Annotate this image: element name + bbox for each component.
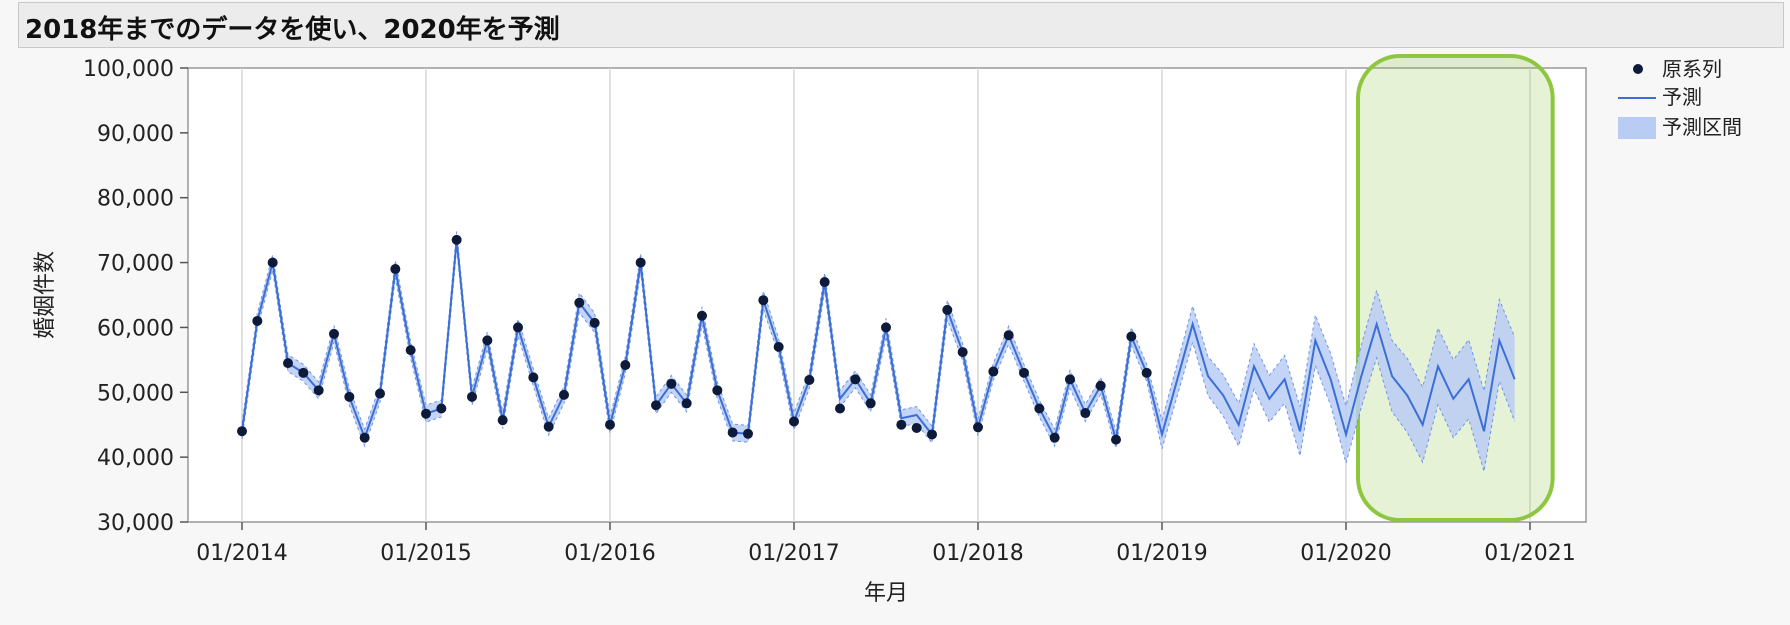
original-data-point bbox=[988, 366, 999, 377]
original-data-point bbox=[252, 315, 263, 326]
title-bar: 2018年までのデータを使い、2020年を予測 bbox=[18, 2, 1784, 48]
original-data-point bbox=[896, 419, 907, 430]
original-data-point bbox=[1095, 380, 1106, 391]
original-data-point bbox=[743, 428, 753, 439]
x-tick-label: 01/2018 bbox=[932, 541, 1023, 566]
original-data-point bbox=[635, 257, 646, 268]
original-data-point bbox=[298, 367, 309, 378]
y-tick-label: 80,000 bbox=[97, 187, 174, 212]
x-tick-label: 01/2021 bbox=[1484, 541, 1575, 566]
original-data-point bbox=[973, 422, 983, 433]
original-data-point bbox=[804, 374, 815, 385]
original-data-point bbox=[697, 310, 707, 321]
legend-original-label: 原系列 bbox=[1662, 57, 1722, 81]
original-data-point bbox=[681, 398, 692, 409]
original-data-point bbox=[528, 372, 539, 383]
x-tick-label: 01/2015 bbox=[380, 541, 471, 566]
original-data-point bbox=[727, 427, 738, 438]
chart-title: 2018年までのデータを使い、2020年を予測 bbox=[25, 15, 560, 45]
legend-points-icon bbox=[1633, 64, 1643, 74]
y-tick-label: 100,000 bbox=[83, 57, 174, 82]
original-data-point bbox=[651, 400, 661, 411]
original-data-point bbox=[344, 391, 355, 402]
legend-band-label: 予測区間 bbox=[1662, 115, 1742, 139]
x-tick-label: 01/2020 bbox=[1300, 541, 1391, 566]
y-tick-label: 70,000 bbox=[97, 252, 174, 277]
original-data-point bbox=[405, 345, 416, 356]
original-data-point bbox=[589, 317, 600, 328]
original-data-point bbox=[359, 432, 370, 443]
original-data-point bbox=[881, 322, 891, 333]
legend: 原系列 予測 予測区間 bbox=[1618, 57, 1742, 139]
original-data-point bbox=[942, 304, 953, 315]
original-data-point bbox=[835, 403, 845, 414]
original-data-point bbox=[773, 341, 784, 352]
original-data-point bbox=[497, 415, 508, 426]
original-data-point bbox=[1111, 434, 1121, 445]
original-data-point bbox=[605, 419, 615, 430]
legend-forecast-label: 予測 bbox=[1662, 85, 1702, 109]
original-data-point bbox=[390, 264, 401, 275]
original-series-points bbox=[237, 234, 1152, 445]
original-data-point bbox=[1141, 367, 1152, 378]
original-data-point bbox=[1034, 403, 1045, 414]
original-data-point bbox=[620, 360, 631, 371]
original-data-point bbox=[267, 257, 278, 268]
original-data-point bbox=[1080, 408, 1091, 419]
x-axis-label: 年月 bbox=[864, 581, 908, 606]
forecast-highlight-box bbox=[1356, 54, 1555, 522]
original-data-point bbox=[1049, 432, 1060, 443]
y-tick-label: 60,000 bbox=[97, 316, 174, 341]
original-data-point bbox=[283, 358, 293, 369]
original-data-point bbox=[865, 398, 876, 409]
original-data-point bbox=[911, 422, 922, 433]
original-data-point bbox=[559, 389, 569, 400]
original-data-point bbox=[819, 277, 830, 288]
y-tick-label: 40,000 bbox=[97, 446, 174, 471]
original-data-point bbox=[313, 385, 324, 396]
y-tick-label: 50,000 bbox=[97, 381, 174, 406]
original-data-point bbox=[237, 426, 247, 437]
y-tick-label: 30,000 bbox=[97, 511, 174, 536]
prediction-interval-lower-edge bbox=[241, 248, 1516, 472]
original-data-point bbox=[467, 391, 477, 402]
x-tick-label: 01/2016 bbox=[564, 541, 655, 566]
original-data-point bbox=[482, 335, 493, 346]
original-data-point bbox=[329, 328, 339, 339]
x-tick-label: 01/2014 bbox=[196, 541, 287, 566]
y-axis-ticks: 30,000 40,000 50,000 60,000 70,000 80,000 90,0… bbox=[83, 57, 188, 536]
x-tick-label: 01/2017 bbox=[748, 541, 839, 566]
original-data-point bbox=[1126, 331, 1137, 342]
original-data-point bbox=[758, 295, 769, 306]
original-data-point bbox=[451, 234, 462, 245]
original-data-point bbox=[375, 388, 385, 399]
original-data-point bbox=[927, 429, 937, 440]
original-data-point bbox=[666, 378, 677, 389]
original-data-point bbox=[712, 385, 723, 396]
original-data-point bbox=[957, 347, 968, 358]
original-data-point bbox=[436, 403, 447, 414]
x-tick-label: 01/2019 bbox=[1116, 541, 1207, 566]
y-tick-label: 90,000 bbox=[97, 122, 174, 147]
original-data-point bbox=[513, 322, 523, 333]
forecast-line bbox=[241, 239, 1516, 441]
x-axis-ticks: 01/2014 01/2015 01/2016 01/2017 01/2018 01/20… bbox=[196, 522, 1576, 566]
y-axis-label: 婚姻件数 bbox=[33, 251, 58, 339]
original-data-point bbox=[789, 416, 799, 427]
original-data-point bbox=[850, 374, 861, 385]
original-data-point bbox=[574, 297, 585, 308]
original-data-point bbox=[1019, 367, 1029, 378]
original-data-point bbox=[1003, 330, 1014, 341]
original-data-point bbox=[1065, 374, 1075, 385]
original-data-point bbox=[421, 408, 431, 419]
original-data-point bbox=[543, 421, 554, 432]
plot-area bbox=[187, 67, 1587, 523]
legend-band-icon bbox=[1618, 117, 1656, 139]
